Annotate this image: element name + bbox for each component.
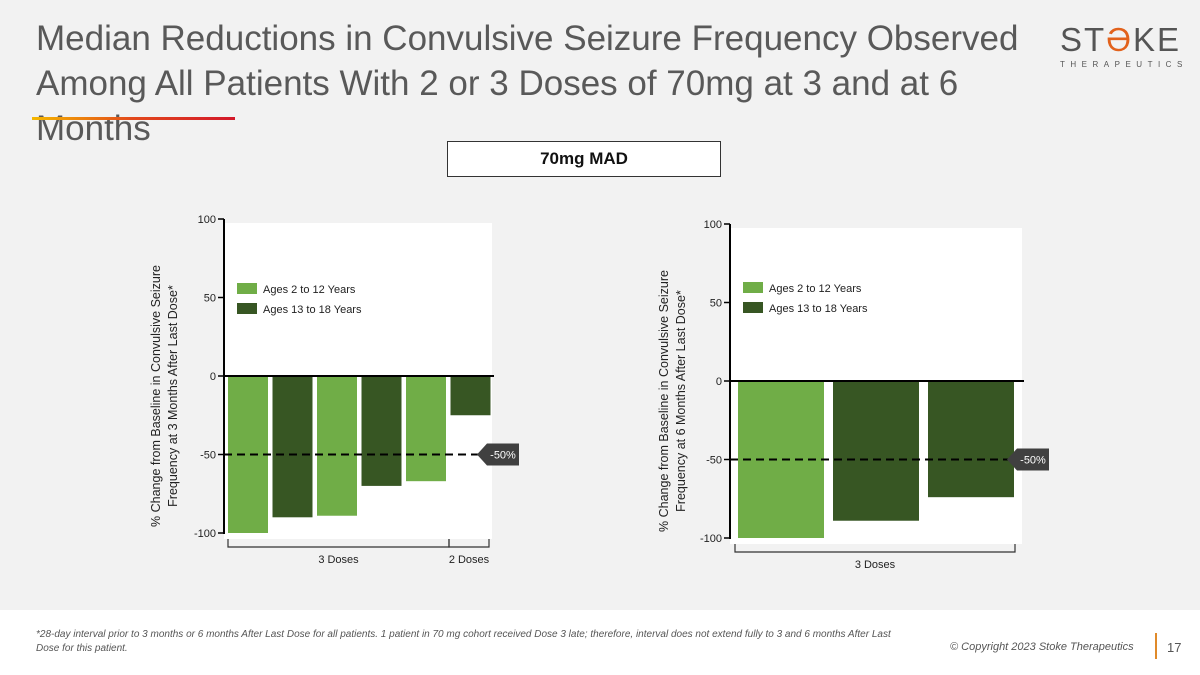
bar	[361, 376, 402, 486]
plot-area	[224, 223, 492, 539]
slide-title: Median Reductions in Convulsive Seizure …	[36, 19, 1019, 148]
legend-swatch	[237, 303, 257, 314]
logo-subtitle: THERAPEUTICS	[1060, 60, 1188, 69]
group-label: 3 Doses	[318, 554, 359, 566]
y-tick-label: -100	[700, 533, 722, 545]
title-underline	[32, 117, 235, 120]
reference-label-tag	[477, 443, 519, 466]
legend-label: Ages 13 to 18 Years	[263, 304, 362, 316]
group-label: 2 Doses	[449, 554, 490, 566]
y-axis-label: % Change from Baseline in Convulsive Sei…	[657, 270, 688, 532]
copyright: © Copyright 2023 Stoke Therapeutics	[950, 641, 1134, 653]
footnote: *28-day interval prior to 3 months or 6 …	[36, 629, 891, 654]
bar	[317, 376, 357, 516]
footer	[0, 610, 1200, 675]
y-axis-label: % Change from Baseline in Convulsive Sei…	[149, 265, 180, 527]
y-tick-label: 0	[210, 371, 216, 383]
y-tick-label: 0	[716, 376, 722, 388]
legend-swatch	[743, 282, 763, 293]
section-label: 70mg MAD	[447, 141, 721, 177]
reference-label: -50%	[1020, 455, 1046, 467]
y-tick-label: 50	[710, 298, 722, 310]
y-tick-label: -50	[706, 455, 722, 467]
stoke-logo: STƏKE THERAPEUTICS	[1060, 21, 1188, 72]
page-divider	[1155, 633, 1157, 659]
y-tick-label: 50	[204, 293, 216, 305]
y-tick-label: -100	[194, 528, 216, 540]
bar	[272, 376, 313, 518]
legend-swatch	[237, 283, 257, 294]
y-tick-label: 100	[198, 214, 216, 226]
logo-wordmark: STƏKE	[1060, 21, 1182, 58]
bar	[928, 381, 1014, 498]
group-bracket	[734, 544, 1016, 553]
group-bracket	[448, 539, 490, 548]
bar	[406, 376, 446, 482]
y-tick-label: 100	[704, 219, 722, 231]
y-tick-label: -50	[200, 450, 216, 462]
bar	[228, 376, 268, 533]
page-number: 17	[1167, 640, 1182, 655]
reference-label-tag	[1007, 448, 1049, 471]
reference-label: -50%	[490, 450, 516, 462]
legend-label: Ages 2 to 12 Years	[263, 284, 356, 296]
bar	[833, 381, 919, 521]
legend-swatch	[743, 302, 763, 313]
bar	[450, 376, 491, 416]
legend-label: Ages 2 to 12 Years	[769, 283, 862, 295]
legend-label: Ages 13 to 18 Years	[769, 303, 868, 315]
group-label: 3 Doses	[855, 559, 896, 571]
